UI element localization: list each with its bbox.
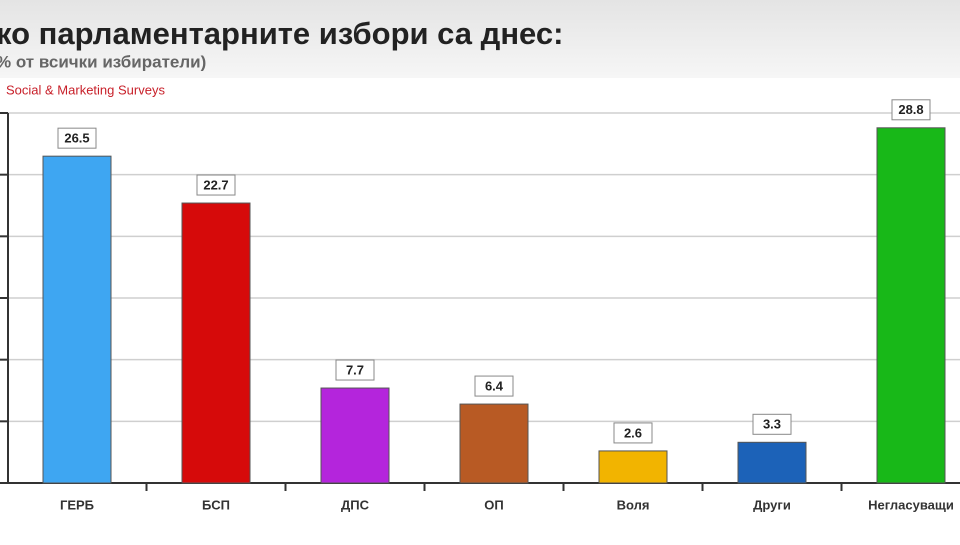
value-label: 22.7 <box>203 177 228 192</box>
bar <box>459 403 529 484</box>
x-tick-label: Негласуващи <box>868 497 954 512</box>
x-tick-label: ОП <box>484 497 503 512</box>
chart-title: ко парламентарните избори са днес: <box>0 16 563 51</box>
value-label: 28.8 <box>898 102 923 117</box>
value-label: 26.5 <box>64 131 89 146</box>
bar <box>181 202 251 484</box>
value-label: 3.3 <box>763 417 781 432</box>
value-label: 2.6 <box>624 425 642 440</box>
value-label-box <box>57 127 97 149</box>
value-label-box <box>196 174 236 196</box>
value-label-box <box>613 422 653 444</box>
bar <box>737 441 807 484</box>
chart-subtitle: % от всички избиратели) <box>0 52 206 71</box>
x-tick-label: ДПС <box>341 497 370 512</box>
source: Social & Marketing Surveys <box>6 82 165 97</box>
bar <box>42 155 112 484</box>
header-band <box>0 0 960 78</box>
x-tick-label: Воля <box>617 497 650 512</box>
value-label-box <box>474 375 514 397</box>
value-label: 7.7 <box>346 362 364 377</box>
value-label: 6.4 <box>485 379 504 394</box>
value-label-box <box>335 359 375 381</box>
x-tick-label: Други <box>753 497 791 512</box>
x-tick-label: ГЕРБ <box>60 497 94 512</box>
x-tick-label: БСП <box>202 497 230 512</box>
value-label-box <box>752 413 792 435</box>
bar <box>598 450 668 484</box>
bar <box>876 127 946 484</box>
bar <box>320 387 390 484</box>
value-label-box <box>891 99 931 121</box>
